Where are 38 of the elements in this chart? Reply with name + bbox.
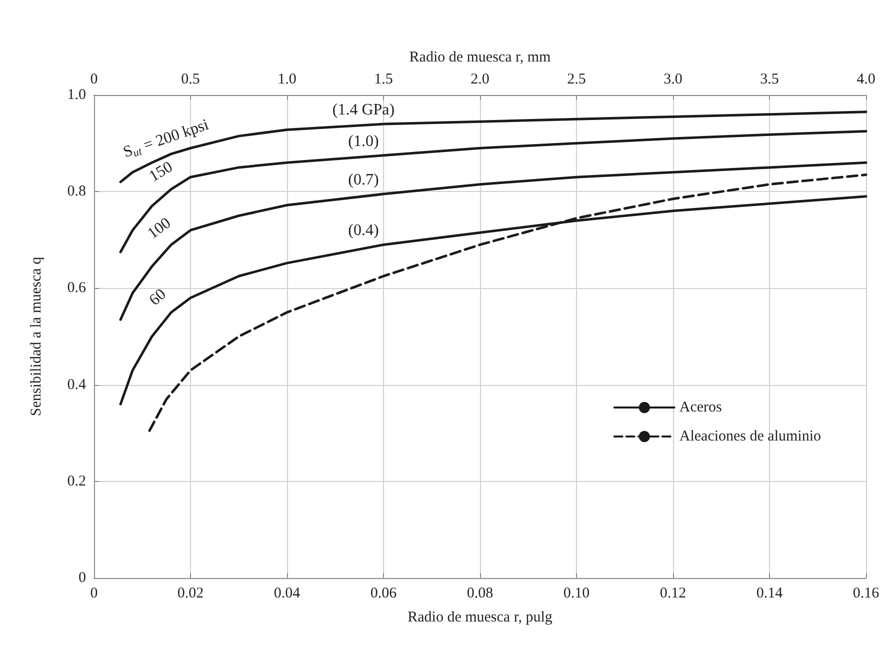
x2-tick-label: 1.5 <box>374 72 393 88</box>
x2-tick-label: 0 <box>90 72 98 88</box>
annotation: (0.7) <box>348 172 379 189</box>
x2-tick-label: 2.5 <box>567 72 586 88</box>
annotation: 60 <box>146 286 170 310</box>
x2-tick-label: 0.5 <box>181 72 200 88</box>
annotation: Sut = 200 kpsi <box>121 116 212 162</box>
y-tick-label: 0.2 <box>67 473 86 490</box>
y-tick-label: 0.4 <box>67 376 86 393</box>
x-tick-label: 0.08 <box>466 586 494 602</box>
x-tick-label: 0.06 <box>370 586 398 602</box>
legend-label: Aceros <box>679 400 722 416</box>
x-axis-title: Radio de muesca r, pulg <box>408 610 553 626</box>
x-tick-label: 0.10 <box>563 586 590 602</box>
x-tick-label: 0.02 <box>177 586 204 602</box>
x2-tick-label: 3.5 <box>760 72 779 88</box>
x2-tick-label: 3.0 <box>664 72 682 88</box>
annotation: (0.4) <box>348 222 379 240</box>
x2-tick-label: 4.0 <box>856 72 876 88</box>
x-tick-label: 0.12 <box>660 586 686 602</box>
y-tick-label: 0.8 <box>67 184 86 200</box>
y-tick-label: 0.6 <box>67 280 86 296</box>
x2-axis-title: Radio de muesca r, mm <box>409 50 552 66</box>
x-tick-label: 0.14 <box>756 586 784 602</box>
line-series <box>119 161 868 321</box>
annotation: 150 <box>146 158 176 186</box>
legend-label: Aleaciones de aluminio <box>679 428 822 444</box>
x-tick-label: 0 <box>90 586 98 602</box>
annotation: (1.0) <box>348 132 379 150</box>
x2-tick-label: 1.0 <box>278 72 296 88</box>
x-tick-label: 0.04 <box>274 586 301 602</box>
annotation: 100 <box>144 214 174 242</box>
y-tick-label: 0 <box>78 570 86 586</box>
y-tick-label: 1.0 <box>67 87 86 103</box>
x2-tick-label: 2.0 <box>470 72 490 88</box>
x-tick-label: 0.16 <box>852 586 880 602</box>
y-axis-title: Sensibilidad a la muesca q <box>28 256 44 416</box>
annotation: (1.4 GPa) <box>332 101 395 118</box>
